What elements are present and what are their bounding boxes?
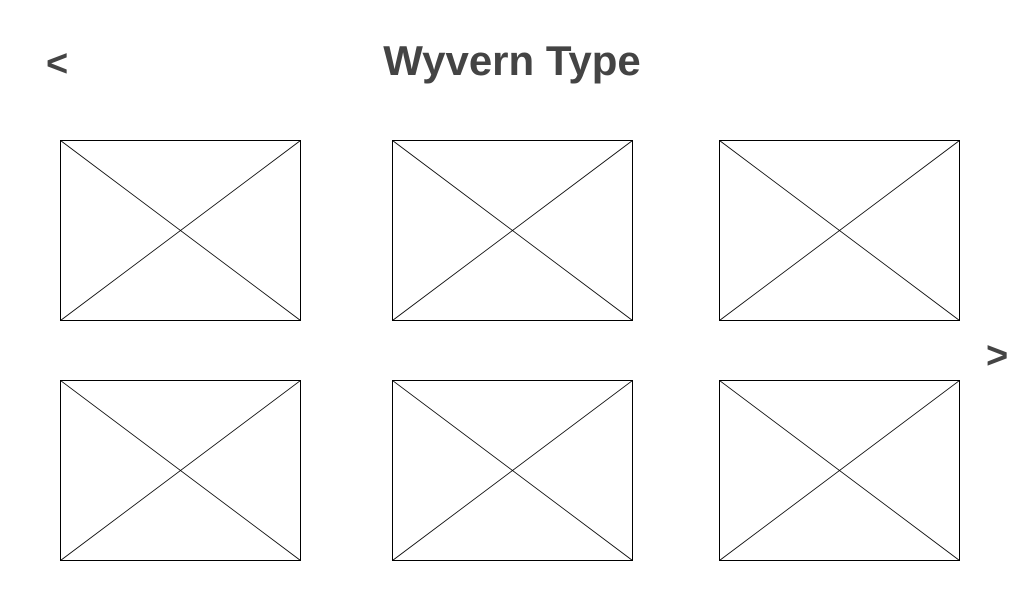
image-placeholder-icon: [60, 140, 301, 321]
page-title: Wyvern Type: [383, 37, 641, 84]
image-placeholder-icon: [60, 380, 301, 561]
image-tile-3[interactable]: [719, 140, 960, 321]
image-placeholder-icon: [392, 140, 633, 321]
next-page-button[interactable]: >: [986, 335, 1009, 377]
image-tile-4[interactable]: [60, 380, 301, 561]
previous-page-button[interactable]: <: [46, 43, 69, 85]
image-tile-5[interactable]: [392, 380, 633, 561]
image-tile-2[interactable]: [392, 140, 633, 321]
image-placeholder-icon: [719, 380, 960, 561]
image-tile-6[interactable]: [719, 380, 960, 561]
image-tile-1[interactable]: [60, 140, 301, 321]
image-placeholder-icon: [392, 380, 633, 561]
image-placeholder-icon: [719, 140, 960, 321]
